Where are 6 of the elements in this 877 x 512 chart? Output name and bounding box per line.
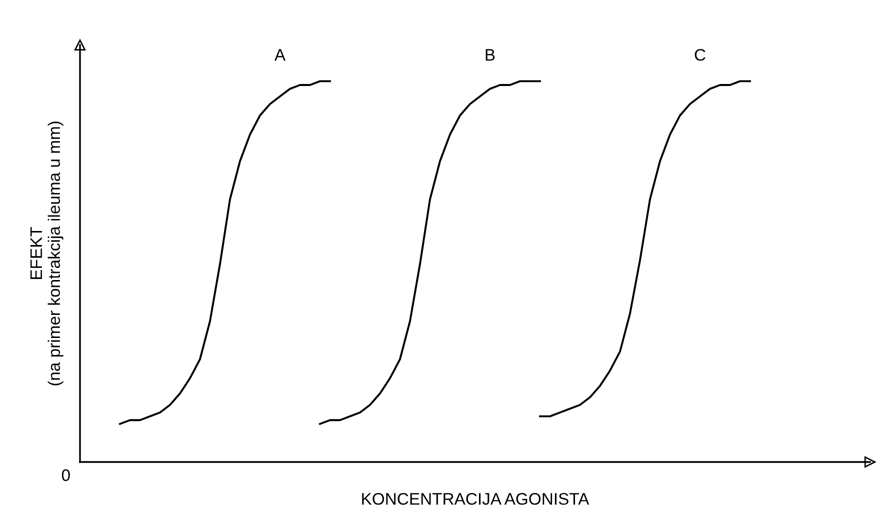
series-label: B [486, 49, 495, 61]
x-axis-title: KONCENTRACIJA AGONISTA [362, 492, 590, 505]
text: 0 [62, 469, 70, 482]
y-axis-title: EFEKT (na primer kontrakcija ileuma u mm) [30, 122, 64, 386]
series-label: A [274, 49, 286, 61]
series-label: C [694, 48, 706, 61]
